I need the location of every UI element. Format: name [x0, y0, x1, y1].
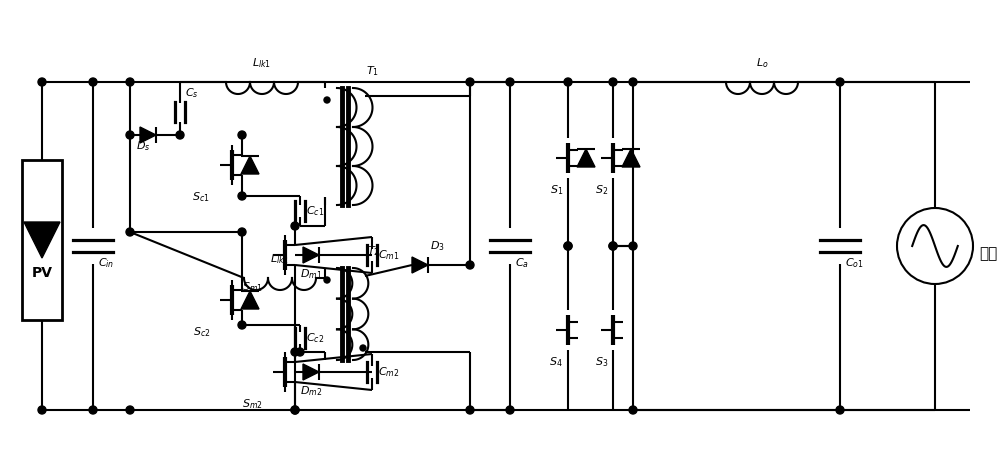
Text: $C_{o1}$: $C_{o1}$	[845, 256, 864, 270]
Text: $S_2$: $S_2$	[595, 183, 608, 197]
Text: $S_3$: $S_3$	[595, 355, 608, 369]
Circle shape	[291, 406, 299, 414]
Circle shape	[629, 242, 637, 250]
Circle shape	[609, 78, 617, 86]
Text: $C_a$: $C_a$	[515, 256, 529, 270]
Circle shape	[466, 261, 474, 269]
Polygon shape	[241, 156, 259, 174]
Circle shape	[506, 78, 514, 86]
Circle shape	[609, 242, 617, 250]
Polygon shape	[303, 364, 319, 380]
Text: $C_{m1}$: $C_{m1}$	[378, 248, 400, 262]
Circle shape	[176, 131, 184, 139]
Bar	[22, 160, 62, 320]
Text: $S_1$: $S_1$	[550, 183, 563, 197]
Text: $T_1$: $T_1$	[366, 64, 380, 78]
Circle shape	[238, 228, 246, 236]
Text: $C_{c1}$: $C_{c1}$	[306, 204, 324, 218]
Circle shape	[564, 242, 572, 250]
Polygon shape	[412, 257, 428, 273]
Text: $D_3$: $D_3$	[430, 239, 445, 253]
Polygon shape	[24, 222, 60, 258]
Circle shape	[291, 406, 299, 414]
Circle shape	[238, 131, 246, 139]
Circle shape	[506, 406, 514, 414]
Text: $L_{lk2}$: $L_{lk2}$	[270, 252, 290, 266]
Text: $S_{m1}$: $S_{m1}$	[242, 280, 263, 294]
Circle shape	[38, 406, 46, 414]
Text: $T_2$: $T_2$	[367, 244, 379, 258]
Circle shape	[296, 348, 304, 356]
Circle shape	[324, 277, 330, 283]
Text: $C_{c2}$: $C_{c2}$	[306, 331, 324, 345]
Circle shape	[466, 78, 474, 86]
Circle shape	[126, 228, 134, 236]
Text: $C_{in}$: $C_{in}$	[98, 256, 114, 270]
Circle shape	[629, 406, 637, 414]
Polygon shape	[577, 149, 595, 167]
Text: $L_o$: $L_o$	[756, 56, 768, 70]
Circle shape	[466, 406, 474, 414]
Text: $S_4$: $S_4$	[549, 355, 563, 369]
Circle shape	[126, 406, 134, 414]
Text: $C_s$: $C_s$	[185, 86, 199, 100]
Text: $D_{m1}$: $D_{m1}$	[300, 267, 322, 281]
Text: $S_{m2}$: $S_{m2}$	[242, 397, 263, 411]
Polygon shape	[622, 149, 640, 167]
Circle shape	[836, 406, 844, 414]
Circle shape	[564, 78, 572, 86]
Circle shape	[291, 348, 299, 356]
Circle shape	[238, 192, 246, 200]
Circle shape	[126, 131, 134, 139]
Text: $L_{lk1}$: $L_{lk1}$	[252, 56, 272, 70]
Circle shape	[38, 78, 46, 86]
Circle shape	[629, 78, 637, 86]
Circle shape	[291, 222, 299, 230]
Circle shape	[126, 78, 134, 86]
Polygon shape	[303, 247, 319, 263]
Circle shape	[360, 345, 366, 351]
Text: 电网: 电网	[979, 246, 997, 262]
Text: $D_{m2}$: $D_{m2}$	[300, 384, 322, 398]
Polygon shape	[241, 291, 259, 309]
Circle shape	[564, 242, 572, 250]
Circle shape	[238, 321, 246, 329]
Circle shape	[89, 406, 97, 414]
Text: $S_{c2}$: $S_{c2}$	[193, 325, 210, 339]
Circle shape	[324, 97, 330, 103]
Circle shape	[836, 78, 844, 86]
Polygon shape	[140, 127, 156, 143]
Circle shape	[89, 78, 97, 86]
Text: $D_s$: $D_s$	[136, 139, 150, 153]
Text: $C_{m2}$: $C_{m2}$	[378, 365, 399, 379]
Circle shape	[609, 242, 617, 250]
Text: $S_{c1}$: $S_{c1}$	[192, 190, 210, 204]
Text: PV: PV	[32, 266, 52, 280]
